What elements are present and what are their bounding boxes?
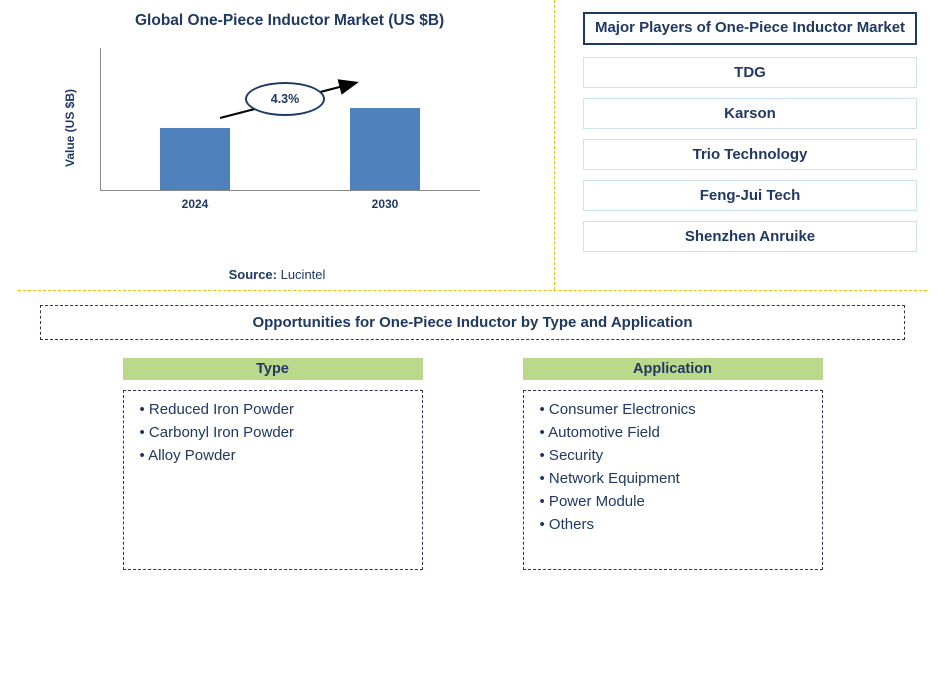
bar-chart: Value (US $B) 4.3% 2024 2030	[100, 48, 480, 208]
opportunities-header: Opportunities for One-Piece Inductor by …	[40, 305, 905, 340]
bar-2030	[350, 108, 420, 190]
list-item: • Consumer Electronics	[540, 401, 806, 418]
player-item: Feng-Jui Tech	[583, 180, 917, 211]
growth-ellipse: 4.3%	[245, 82, 325, 116]
opportunities-columns: Type • Reduced Iron Powder • Carbonyl Iro…	[40, 358, 905, 570]
list-item: • Power Module	[540, 493, 806, 510]
growth-rate: 4.3%	[271, 92, 300, 106]
bar-label-2030: 2030	[350, 197, 420, 211]
source-prefix: Source:	[229, 267, 281, 282]
bar-label-2024: 2024	[160, 197, 230, 211]
top-row: Global One-Piece Inductor Market (US $B)…	[0, 0, 945, 290]
list-item: • Others	[540, 516, 806, 533]
application-list: • Consumer Electronics • Automotive Field…	[523, 390, 823, 570]
opportunities-panel: Opportunities for One-Piece Inductor by …	[0, 291, 945, 570]
list-item: • Reduced Iron Powder	[140, 401, 406, 418]
application-header: Application	[523, 358, 823, 380]
application-column: Application • Consumer Electronics • Auto…	[523, 358, 823, 570]
bar-2024	[160, 128, 230, 190]
growth-arrow	[100, 48, 480, 208]
type-list: • Reduced Iron Powder • Carbonyl Iron Pow…	[123, 390, 423, 570]
player-item: Karson	[583, 98, 917, 129]
players-panel: Major Players of One-Piece Inductor Mark…	[555, 0, 945, 290]
player-item: Shenzhen Anruike	[583, 221, 917, 252]
source-line: Source: Lucintel	[0, 267, 554, 282]
list-item: • Carbonyl Iron Powder	[140, 424, 406, 441]
type-header: Type	[123, 358, 423, 380]
source-name: Lucintel	[281, 267, 326, 282]
list-item: • Automotive Field	[540, 424, 806, 441]
type-column: Type • Reduced Iron Powder • Carbonyl Iro…	[123, 358, 423, 570]
player-item: Trio Technology	[583, 139, 917, 170]
list-item: • Alloy Powder	[140, 447, 406, 464]
list-item: • Network Equipment	[540, 470, 806, 487]
chart-title: Global One-Piece Inductor Market (US $B)	[135, 12, 538, 30]
y-axis-label: Value (US $B)	[63, 89, 77, 167]
player-item: TDG	[583, 57, 917, 88]
players-header: Major Players of One-Piece Inductor Mark…	[583, 12, 917, 45]
list-item: • Security	[540, 447, 806, 464]
chart-panel: Global One-Piece Inductor Market (US $B)…	[0, 0, 555, 290]
